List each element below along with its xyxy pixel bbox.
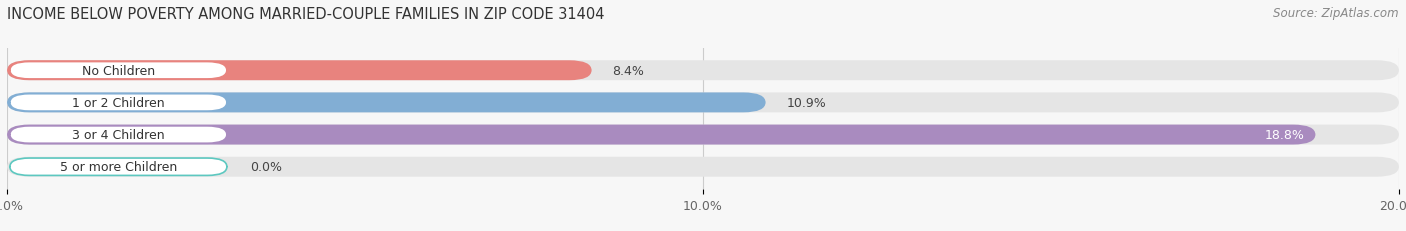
Text: Source: ZipAtlas.com: Source: ZipAtlas.com — [1274, 7, 1399, 20]
Text: 5 or more Children: 5 or more Children — [60, 161, 177, 173]
Text: 18.8%: 18.8% — [1265, 128, 1305, 141]
Text: 8.4%: 8.4% — [613, 64, 644, 77]
FancyBboxPatch shape — [10, 62, 226, 79]
Text: 10.9%: 10.9% — [786, 97, 827, 109]
FancyBboxPatch shape — [7, 157, 1399, 177]
Text: 3 or 4 Children: 3 or 4 Children — [72, 128, 165, 141]
Text: No Children: No Children — [82, 64, 155, 77]
FancyBboxPatch shape — [7, 61, 592, 81]
Text: 0.0%: 0.0% — [250, 161, 283, 173]
FancyBboxPatch shape — [10, 158, 226, 176]
Text: 1 or 2 Children: 1 or 2 Children — [72, 97, 165, 109]
FancyBboxPatch shape — [7, 93, 766, 113]
FancyBboxPatch shape — [7, 125, 1316, 145]
FancyBboxPatch shape — [10, 94, 226, 112]
FancyBboxPatch shape — [10, 126, 226, 144]
FancyBboxPatch shape — [7, 125, 1399, 145]
Text: INCOME BELOW POVERTY AMONG MARRIED-COUPLE FAMILIES IN ZIP CODE 31404: INCOME BELOW POVERTY AMONG MARRIED-COUPL… — [7, 7, 605, 22]
FancyBboxPatch shape — [7, 93, 1399, 113]
FancyBboxPatch shape — [7, 61, 1399, 81]
